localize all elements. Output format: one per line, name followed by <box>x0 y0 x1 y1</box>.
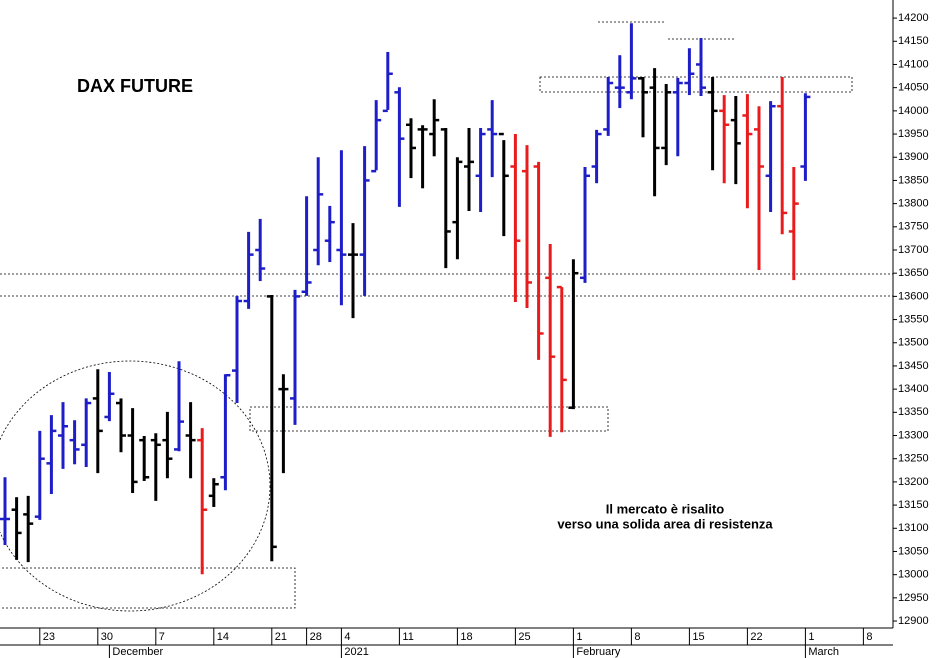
x-tick-label: 18 <box>460 631 472 643</box>
y-tick-label: 12950 <box>898 592 929 604</box>
y-tick-label: 13450 <box>898 360 929 372</box>
x-tick-label: 15 <box>692 631 704 643</box>
resistance-zone <box>539 76 853 93</box>
y-tick-label: 13300 <box>898 429 929 441</box>
y-tick-label: 14050 <box>898 82 929 94</box>
x-tick-label: 25 <box>518 631 530 643</box>
chart-title: DAX FUTURE <box>77 76 193 96</box>
y-tick-label: 14000 <box>898 105 929 117</box>
y-tick-label: 13350 <box>898 406 929 418</box>
y-tick-label: 14100 <box>898 58 929 70</box>
y-tick-label: 13100 <box>898 522 929 534</box>
annotation: verso una solida area di resistenza <box>557 516 773 531</box>
y-tick-label: 13500 <box>898 337 929 349</box>
x-tick-label: 14 <box>217 631 229 643</box>
annotation: Il mercato è risalito <box>606 501 725 516</box>
month-label: February <box>576 646 621 658</box>
y-tick-label: 13800 <box>898 198 929 210</box>
support-zone <box>0 567 296 609</box>
y-tick-label: 13850 <box>898 174 929 186</box>
x-tick-label: 7 <box>159 631 165 643</box>
x-tick-label: 22 <box>750 631 762 643</box>
y-tick-label: 13050 <box>898 545 929 557</box>
y-tick-label: 13900 <box>898 151 929 163</box>
x-tick-label: 23 <box>43 631 55 643</box>
x-tick-label: 1 <box>808 631 814 643</box>
y-tick-label: 13150 <box>898 499 929 511</box>
y-tick-label: 13650 <box>898 267 929 279</box>
y-tick-label: 14150 <box>898 35 929 47</box>
y-tick-label: 13000 <box>898 569 929 581</box>
month-label: December <box>112 646 163 658</box>
y-tick-label: 12900 <box>898 615 929 627</box>
x-tick-label: 1 <box>576 631 582 643</box>
y-tick-label: 13250 <box>898 453 929 465</box>
month-label: 2021 <box>344 646 368 658</box>
base-ellipse <box>0 360 271 612</box>
y-tick-label: 13550 <box>898 313 929 325</box>
x-tick-label: 4 <box>344 631 350 643</box>
month-label: March <box>808 646 839 658</box>
support-zone <box>249 406 609 432</box>
y-tick-label: 13200 <box>898 476 929 488</box>
x-tick-label: 11 <box>402 631 413 643</box>
y-tick-label: 13950 <box>898 128 929 140</box>
x-tick-label: 21 <box>275 631 287 643</box>
y-tick-label: 13700 <box>898 244 929 256</box>
y-tick-label: 13600 <box>898 290 929 302</box>
x-tick-label: 8 <box>634 631 640 643</box>
y-tick-label: 13400 <box>898 383 929 395</box>
y-tick-label: 13750 <box>898 221 929 233</box>
y-tick-label: 14200 <box>898 12 929 24</box>
x-tick-label: 8 <box>866 631 872 643</box>
x-tick-label: 28 <box>310 631 322 643</box>
x-tick-label: 30 <box>101 631 113 643</box>
